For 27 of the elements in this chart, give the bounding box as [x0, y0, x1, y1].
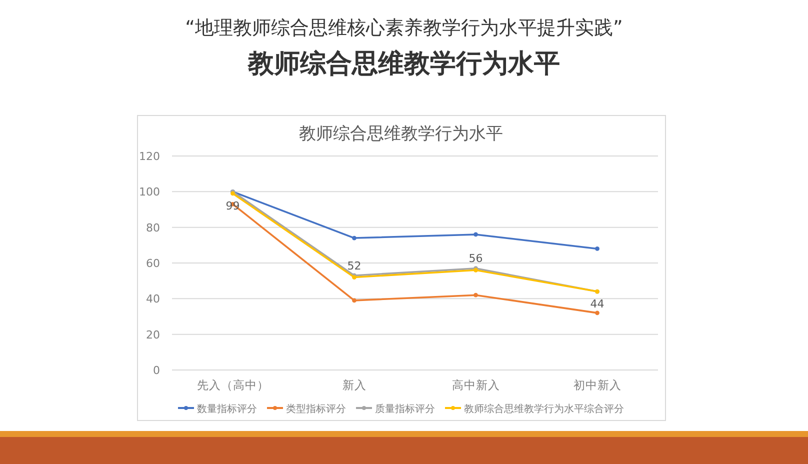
x-tick-label: 先入（高中）: [196, 378, 269, 392]
x-tick-label: 高中新入: [452, 378, 500, 392]
data-label: 52: [347, 259, 362, 272]
y-tick-label: 100: [139, 186, 160, 199]
y-tick-label: 20: [146, 328, 160, 342]
y-tick-label: 120: [139, 150, 160, 163]
point: [595, 246, 600, 251]
x-tick-label: 初中新入: [573, 378, 622, 392]
y-tick-label: 80: [146, 221, 160, 234]
point: [352, 298, 356, 303]
legend-label: 质量指标评分: [375, 403, 435, 415]
y-tick-label: 0: [153, 364, 160, 377]
point: [474, 232, 478, 237]
legend-label: 类型指标评分: [286, 403, 346, 415]
chart-title: 教师综合思维教学行为水平: [299, 124, 503, 144]
point: [474, 292, 478, 298]
point: [352, 236, 356, 240]
point: [595, 310, 600, 316]
legend-label: 数量指标评分: [197, 403, 257, 415]
text: 教师综合思维教学行为水平: [247, 49, 560, 79]
y-tick-label: 40: [146, 292, 160, 306]
data-label: 44: [590, 298, 604, 311]
y-tick-label: 60: [146, 257, 160, 270]
data-label: 56: [468, 252, 483, 266]
text: “地理教师综合思维核心素养教学行为水平提升实践”: [185, 17, 623, 39]
legend-label: 教师综合思维教学行为水平综合评分: [464, 403, 624, 415]
x-tick-label: 新入: [342, 378, 366, 392]
